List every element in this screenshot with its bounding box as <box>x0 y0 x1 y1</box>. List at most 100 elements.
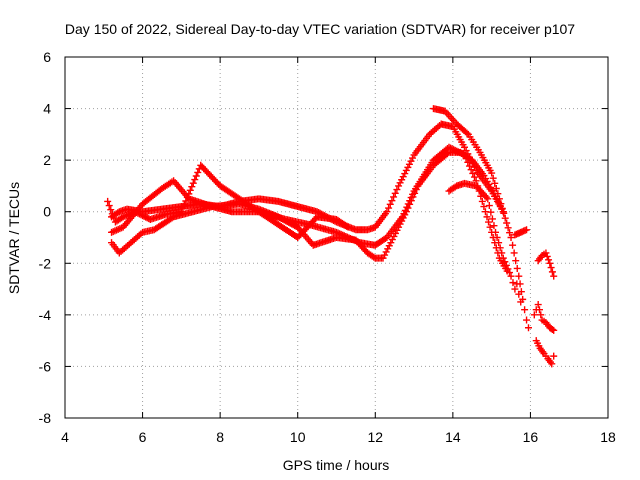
data-point <box>407 157 415 165</box>
data-point <box>405 160 413 168</box>
data-point <box>386 200 394 208</box>
data-point <box>501 214 509 222</box>
data-point <box>177 208 185 216</box>
data-point <box>548 268 556 276</box>
data-point <box>108 210 116 218</box>
data-point <box>139 212 147 220</box>
data-point <box>523 226 531 234</box>
x-tick-label: 10 <box>290 429 306 445</box>
data-point <box>547 264 555 272</box>
data-point <box>523 316 531 324</box>
data-point <box>517 298 525 306</box>
data-point <box>142 213 150 221</box>
data-point <box>391 229 399 237</box>
x-tick-label: 12 <box>367 429 383 445</box>
data-point <box>521 306 529 314</box>
series-track-g <box>511 226 531 239</box>
data-point <box>488 215 496 223</box>
data-point <box>412 186 420 194</box>
x-tick-label: 14 <box>445 429 461 445</box>
data-point <box>185 190 193 198</box>
data-point <box>104 197 112 205</box>
data-point <box>512 257 520 265</box>
data-point <box>182 197 190 205</box>
data-point <box>492 185 500 193</box>
data-point <box>486 223 494 231</box>
series-track-f <box>445 179 525 306</box>
data-point <box>189 179 197 187</box>
data-point <box>387 239 395 247</box>
x-axis-label: GPS time / hours <box>283 457 390 473</box>
data-point <box>493 234 501 241</box>
plot-frame <box>64 56 609 419</box>
data-point <box>183 193 191 201</box>
data-point <box>548 325 556 333</box>
y-tick-label: 0 <box>43 204 51 220</box>
data-point <box>546 259 554 267</box>
data-point <box>501 258 509 266</box>
data-point <box>478 197 486 205</box>
data-point <box>509 241 517 249</box>
data-point <box>398 176 406 184</box>
data-point <box>545 256 553 264</box>
data-point <box>194 168 202 176</box>
data-point <box>381 251 389 259</box>
series-track-e <box>429 105 532 332</box>
data-point <box>485 202 493 210</box>
data-point <box>487 208 495 216</box>
data-point <box>451 183 459 191</box>
data-point <box>484 195 492 203</box>
data-point <box>513 264 521 272</box>
data-point <box>137 211 145 219</box>
x-tick-label: 6 <box>139 429 147 445</box>
data-point <box>398 217 406 225</box>
data-point <box>135 210 143 218</box>
data-point <box>192 172 200 180</box>
data-point <box>131 208 139 216</box>
data-point <box>492 228 500 236</box>
data-point <box>411 189 419 197</box>
data-point <box>385 242 393 250</box>
data-point <box>550 326 558 334</box>
data-point <box>134 209 142 217</box>
data-point <box>490 222 498 230</box>
data-point <box>507 272 515 280</box>
series-track-d <box>104 161 352 241</box>
data-point <box>402 208 410 216</box>
data-point <box>390 232 398 240</box>
data-point <box>470 173 478 181</box>
axes: 4 6 8 10 12 14 16 18 -8 -6 -4 -2 0 2 4 6 <box>39 49 616 445</box>
data-point <box>467 166 475 174</box>
data-point <box>132 208 140 216</box>
data-point <box>535 306 543 314</box>
data-point <box>548 360 556 368</box>
series-track-i <box>530 301 558 334</box>
y-tick-label: -8 <box>39 410 52 426</box>
data-point <box>550 272 558 280</box>
data-point <box>483 213 491 221</box>
data-point <box>384 245 392 253</box>
data-point <box>504 265 512 273</box>
y-tick-label: 2 <box>43 152 51 168</box>
data-point <box>497 200 505 208</box>
data-point <box>391 189 399 197</box>
data-point <box>494 190 502 198</box>
y-tick-label: -6 <box>39 358 52 374</box>
data-point <box>188 183 196 191</box>
data-point <box>489 174 497 182</box>
data-point <box>191 176 199 184</box>
data-point <box>179 204 187 212</box>
data-point <box>482 193 490 201</box>
data-point <box>379 254 387 262</box>
data-point <box>498 249 506 257</box>
data-point <box>495 195 503 203</box>
data-point <box>524 324 532 332</box>
data-point <box>390 193 398 201</box>
data-point <box>401 211 409 219</box>
data-point <box>443 150 451 158</box>
y-tick-label: -2 <box>39 255 52 271</box>
data-point <box>186 186 194 194</box>
data-point <box>480 203 488 211</box>
data-point <box>504 224 512 232</box>
